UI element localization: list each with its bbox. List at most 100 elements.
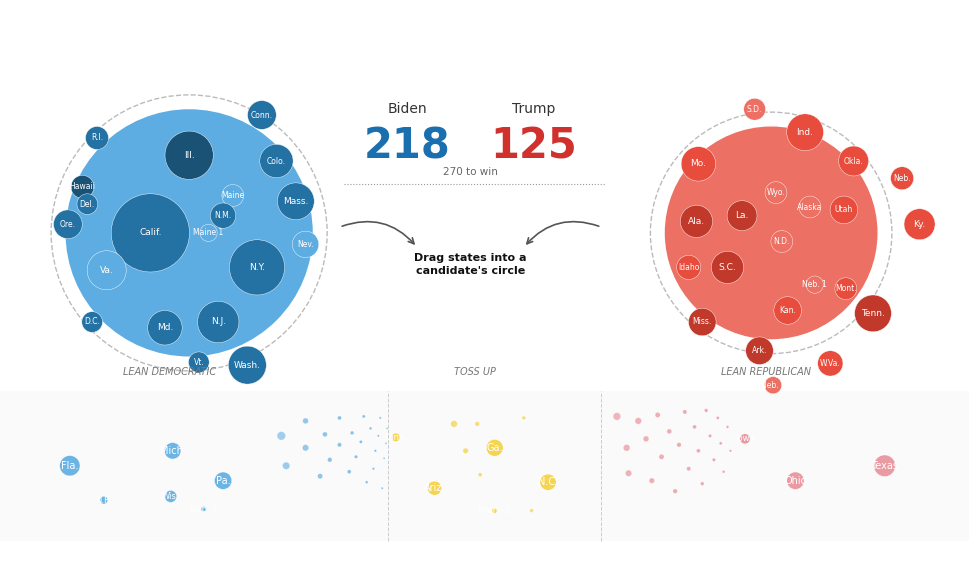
Text: Trump: Trump [512,102,554,116]
Ellipse shape [385,442,387,444]
Ellipse shape [667,429,671,434]
Text: Texas: Texas [870,461,897,471]
Ellipse shape [81,312,103,332]
Ellipse shape [147,310,182,345]
Ellipse shape [379,417,381,419]
Ellipse shape [745,337,772,365]
Text: LEAN REPUBLICAN: LEAN REPUBLICAN [721,367,810,377]
Text: Maine 1: Maine 1 [193,228,224,237]
Ellipse shape [623,444,629,451]
Ellipse shape [805,276,823,293]
Text: Fla.: Fla. [61,461,78,471]
Ellipse shape [462,448,468,454]
Text: W.Va.: W.Va. [819,359,840,368]
Text: N.M.: N.M. [214,211,232,220]
Ellipse shape [53,210,82,239]
Text: 125: 125 [489,125,577,168]
Text: Ark.: Ark. [751,346,766,355]
Ellipse shape [361,415,365,418]
Ellipse shape [247,101,276,129]
Text: Neb.: Neb. [892,174,910,183]
Ellipse shape [692,425,696,429]
Ellipse shape [292,231,319,258]
Ellipse shape [282,462,290,469]
Text: Vt.: Vt. [193,358,204,367]
Ellipse shape [664,126,877,339]
Ellipse shape [729,450,731,452]
Ellipse shape [682,410,686,414]
Text: N.Y.: N.Y. [249,263,265,272]
Text: Wash.: Wash. [234,361,261,370]
Ellipse shape [381,487,383,489]
Text: Minn.: Minn. [384,433,407,442]
Text: Calif.: Calif. [139,228,162,237]
Ellipse shape [625,470,631,476]
Ellipse shape [873,455,894,477]
Ellipse shape [165,490,176,503]
Text: Ill.: Ill. [183,151,195,160]
Text: Ind.: Ind. [796,128,813,137]
Ellipse shape [200,224,217,241]
Ellipse shape [529,509,533,512]
Text: Ariz.: Ariz. [423,483,445,493]
Ellipse shape [302,418,308,424]
Text: Tenn.: Tenn. [860,309,884,318]
Ellipse shape [718,442,722,445]
Text: N.D.: N.D. [773,237,789,246]
Ellipse shape [328,458,331,462]
Ellipse shape [676,255,700,279]
Text: Okla.: Okla. [843,156,862,166]
Text: S.D.: S.D. [746,105,762,114]
Text: Del.: Del. [79,200,95,209]
Ellipse shape [228,346,266,384]
Ellipse shape [786,114,823,151]
Ellipse shape [491,508,497,513]
Ellipse shape [688,308,715,336]
Ellipse shape [337,443,341,447]
Ellipse shape [427,481,441,495]
Ellipse shape [786,472,803,489]
Text: Alaska: Alaska [797,202,822,212]
Ellipse shape [354,455,358,458]
Ellipse shape [222,185,243,206]
Ellipse shape [700,482,703,485]
Text: Ohio: Ohio [783,476,806,486]
Text: Neb. 1: Neb. 1 [801,280,827,289]
Ellipse shape [165,443,180,459]
Text: Ky.: Ky. [913,220,924,229]
Text: 218: 218 [363,125,451,168]
Text: Mont.: Mont. [834,284,856,293]
Text: N.C.: N.C. [538,477,557,487]
Text: Iowa: Iowa [735,434,754,443]
Text: Kan.: Kan. [778,306,796,315]
Ellipse shape [383,457,385,459]
Ellipse shape [365,481,367,484]
Ellipse shape [369,427,371,430]
Ellipse shape [277,432,285,440]
Text: Hawaii: Hawaii [70,182,95,191]
Ellipse shape [66,109,312,356]
Text: Utah: Utah [834,205,852,214]
Text: Nev.: Nev. [297,240,314,249]
Text: Ore.: Ore. [60,220,76,229]
Text: Maine: Maine [221,191,244,200]
Ellipse shape [829,196,857,224]
Ellipse shape [739,434,749,444]
Ellipse shape [374,450,376,452]
Ellipse shape [672,489,676,493]
Ellipse shape [743,98,765,120]
Ellipse shape [890,167,913,190]
Ellipse shape [347,470,351,474]
Ellipse shape [210,203,235,228]
Ellipse shape [165,131,213,179]
Text: Ala.: Ala. [687,217,704,226]
Text: Idaho: Idaho [677,263,699,272]
Ellipse shape [478,473,482,477]
Text: Drag states into a
candidate's circle: Drag states into a candidate's circle [414,253,526,276]
Text: Neb. 2: Neb. 2 [190,505,217,513]
Ellipse shape [696,449,700,453]
Ellipse shape [903,209,934,240]
Text: Biden: Biden [388,102,426,116]
Ellipse shape [703,409,707,412]
Ellipse shape [386,427,388,430]
